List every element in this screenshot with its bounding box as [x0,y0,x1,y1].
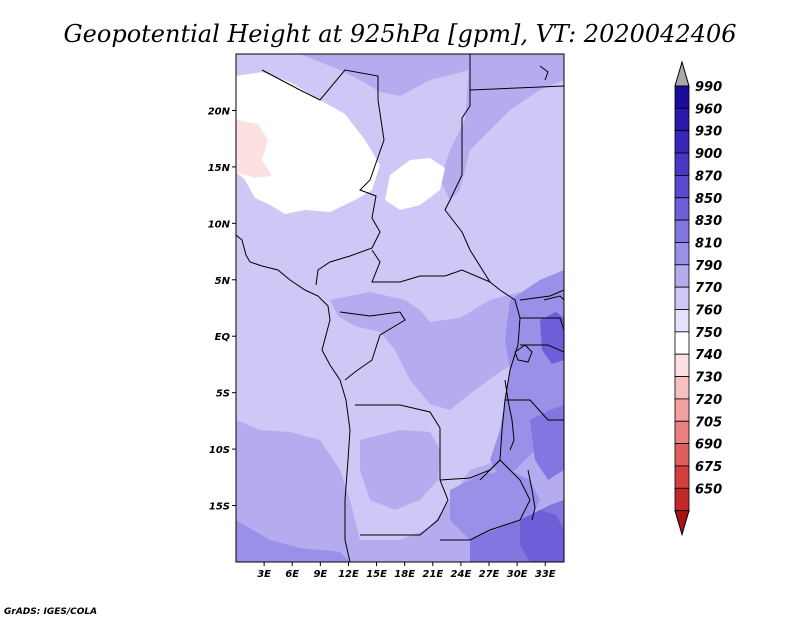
coastline-east [539,65,564,301]
x-tick-label: 9E [313,569,327,580]
colorbar-extend-bottom [674,510,690,537]
colorbar-label: 730 [695,371,722,386]
field-850-870-malawi [520,510,564,562]
colorbar-label: 690 [695,438,722,453]
field-750-west [236,120,272,178]
colorbar-swatch [674,487,690,512]
colorbar-label: 750 [695,326,722,341]
field-790-810-central [330,292,535,410]
colorbar-swatch [674,443,690,467]
y-tick-label: 5N [215,276,231,287]
x-tick-label: 6E [285,569,299,580]
colorbar-extend-top [674,60,690,87]
y-tick-label: 15S [209,502,230,513]
colorbar-swatch [674,376,690,400]
colorbar-label: 900 [695,147,722,162]
lake-victoria [514,344,533,363]
colorbar-label: 760 [695,304,722,319]
border-drc-east [479,289,521,481]
x-tick-label: 3E [257,569,271,580]
colorbar-label: 990 [695,80,722,95]
colorbar-label: 740 [695,348,722,363]
x-tick-label: 21E [422,569,443,580]
chart-title: Geopotential Height at 925hPa [gpm], VT:… [64,20,737,48]
colorbar-label: 870 [695,169,722,184]
colorbar-swatch [674,242,690,266]
colorbar-label: 650 [695,482,722,497]
y-axis: 20N 15N 10N 5N EQ 5S 10S 15S [208,106,236,513]
coastline-west [236,234,351,562]
colorbar-swatch [674,309,690,333]
x-tick-label: 18E [394,569,415,580]
colorbar-swatch [674,398,690,422]
colorbar-swatch [674,152,690,176]
x-tick-label: 30E [507,569,528,580]
y-tick-label: 10N [208,219,231,230]
border-east [469,85,564,421]
map-area [236,54,564,562]
field-760-770-sahara [236,72,380,214]
field-790-810-north [300,54,470,96]
y-tick-label: 20N [208,106,231,117]
field-850-870-ethiopia [540,312,564,364]
colorbar-label: 675 [695,460,722,475]
border-car [371,249,491,283]
lake-malawi [527,469,536,521]
y-tick-label: EQ [215,332,231,343]
x-tick-label: 27E [479,569,500,580]
field-790-810-angola [360,430,440,510]
y-tick-label: 10S [209,445,230,456]
map-frame [235,53,565,563]
colorbar-swatch [674,420,690,445]
border-chad-sudan [444,54,501,291]
colorbar-swatch [674,107,690,132]
colorbar-swatch [674,219,690,243]
colorbar-label: 810 [695,236,722,251]
colorbar-swatch [674,197,690,221]
y-tick-label: 5S [216,389,230,400]
colorbar-swatch [674,130,690,154]
x-tick-label: 12E [338,569,359,580]
x-tick-label: 33E [535,569,556,580]
y-tick-label: 15N [208,163,231,174]
grads-credit: GrADS: IGES/COLA [4,607,97,617]
colorbar-swatch [674,286,690,310]
field-810-830-south [236,520,350,562]
colorbar-label: 850 [695,192,722,207]
x-axis: 3E 6E 9E 12E 15E 18E 21E 24E 27E 30E 33E [257,562,556,580]
lake-tanganyika [504,379,515,451]
x-tick-label: 24E [451,569,472,580]
border-congo [339,311,406,381]
colorbar-label: 830 [695,214,722,229]
border-zambia [439,459,531,541]
colorbar: 990 960 930 900 870 850 830 810 790 770 760 750 740 7… [674,60,722,537]
field-760-770-chad [385,158,445,210]
colorbar-label: 790 [695,259,722,274]
colorbar-label: 930 [695,125,722,140]
colorbar-label: 960 [695,102,722,117]
border-sahel [261,69,385,286]
x-tick-label: 15E [366,569,387,580]
field-790-810-northeast [440,54,564,200]
colorbar-swatch [674,264,690,288]
colorbar-swatch [674,331,690,355]
colorbar-label: 770 [695,281,722,296]
colorbar-swatch [674,353,690,377]
colorbar-label: 705 [695,415,722,430]
colorbar-swatch [674,85,690,109]
colorbar-label: 720 [695,393,722,408]
field-830-850-tanzania [530,405,564,480]
colorbar-swatch [674,465,690,489]
map-borders [236,54,564,562]
colorbar-swatch [674,174,690,199]
